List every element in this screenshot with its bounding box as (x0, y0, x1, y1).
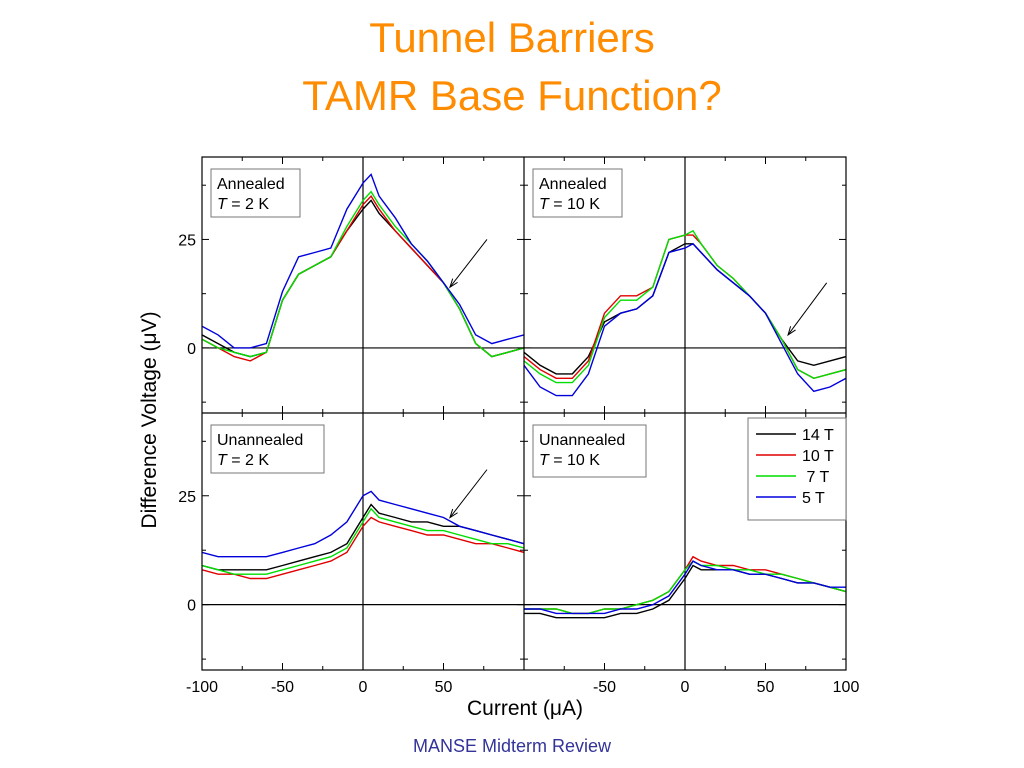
annotation-arrow-shaft (449, 239, 488, 288)
panel-label-line-2: T = 2 K (217, 452, 269, 469)
panel-label-line-1: Annealed (217, 176, 285, 193)
panel-label-line-1: Unannealed (539, 432, 625, 449)
x-axis-label: Current (μA) (467, 697, 583, 720)
y-axis-label: Difference Voltage (μV) (138, 311, 161, 528)
series-group (524, 555, 846, 619)
panel-label-var: T (217, 452, 228, 469)
panel-label-line-1: Unannealed (217, 432, 303, 449)
panel-annealed-10k: Annealed T = 10 K (524, 157, 846, 413)
x-tick-label: 50 (435, 679, 453, 696)
panel-label-value: = 2 K (227, 196, 270, 213)
panel-label-line-2: T = 2 K (217, 196, 269, 213)
y-tick-label: 0 (187, 598, 196, 615)
panel-label-line-2: T = 10 K (539, 196, 600, 213)
x-tick-label: -50 (271, 679, 294, 696)
panel-label-var: T (539, 196, 550, 213)
panel-label-box (210, 424, 325, 474)
y-tick-label: 25 (178, 232, 196, 249)
panel-label-box (532, 168, 623, 218)
panel-label-box (532, 424, 647, 478)
annotation-arrow-shaft (787, 282, 828, 336)
series-line-3 (524, 560, 846, 615)
x-tick-label: 0 (681, 679, 690, 696)
legend-label-1: 10 T (802, 448, 834, 465)
panel-unannealed-2k: Unannealed T = 2 K (202, 413, 524, 670)
legend-label-0: 14 T (802, 427, 834, 444)
annotation-arrow-shaft (449, 469, 488, 518)
panel-label-value: = 2 K (227, 452, 270, 469)
series-group (524, 229, 846, 397)
slide-title-line-2: TAMR Base Function? (302, 72, 722, 119)
x-tick-label: 0 (359, 679, 368, 696)
x-tick-label: -100 (186, 679, 218, 696)
panel-label-var: T (217, 196, 228, 213)
legend-box (747, 417, 847, 521)
legend-label-2: 7 T (802, 469, 830, 486)
legend-label-3: 5 T (802, 490, 825, 507)
series-line-1 (202, 516, 524, 580)
x-tick-label: 100 (833, 679, 860, 696)
series-group (202, 173, 524, 362)
panel-unannealed-10k: Unannealed T = 10 K (524, 413, 846, 670)
legend: 14 T 10 T 7 T 5 T (747, 417, 847, 521)
panel-label-box (210, 168, 301, 218)
annotation-arrow-head (787, 326, 796, 337)
y-tick-label: 0 (187, 341, 196, 358)
series-line-3 (524, 242, 846, 397)
panel-label-line-2: T = 10 K (539, 452, 600, 469)
annotation-arrow-head (449, 508, 458, 519)
panel-annealed-2k: Annealed T = 2 K (202, 157, 524, 413)
annotation-arrow-head (449, 278, 458, 289)
series-line-2 (202, 190, 524, 358)
series-line-2 (202, 507, 524, 575)
series-line-2 (524, 229, 846, 384)
x-tick-label: -50 (593, 679, 616, 696)
panel-label-value: = 10 K (549, 196, 600, 213)
x-tick-label: 50 (757, 679, 775, 696)
series-line-3 (202, 490, 524, 558)
slide-title-line-1: Tunnel Barriers (369, 14, 655, 61)
axes-layer: -100 -50 0 50 -50 0 50 100 0 25 0 25 (178, 156, 860, 696)
panel-label-var: T (539, 452, 550, 469)
series-line-0 (524, 243, 846, 375)
slide-footer: MANSE Midterm Review (412, 736, 612, 756)
series-group (202, 490, 524, 580)
panel-label-value: = 10 K (549, 452, 600, 469)
series-line-3 (202, 173, 524, 349)
panel-label-line-1: Annealed (539, 176, 607, 193)
y-tick-label: 25 (178, 489, 196, 506)
